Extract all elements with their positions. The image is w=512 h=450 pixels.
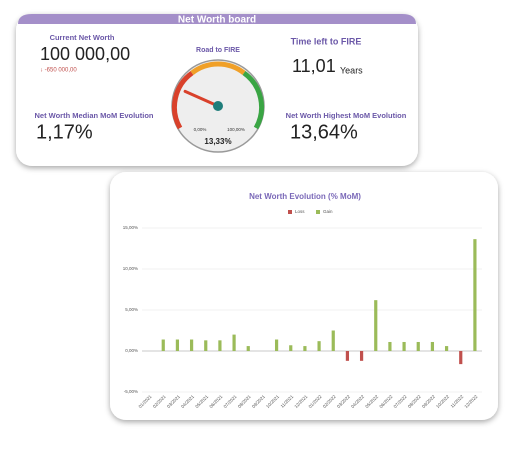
kpi-value: 11,01	[292, 56, 336, 76]
bar	[473, 239, 477, 351]
kpi-value: 100 000,00	[40, 44, 130, 64]
bar	[218, 340, 222, 351]
bar	[444, 346, 449, 351]
bar	[303, 346, 307, 351]
legend-swatch	[288, 210, 292, 214]
board-header	[18, 14, 416, 24]
bar	[331, 330, 335, 351]
kpi-label: Net Worth Median MoM Evolution	[34, 111, 153, 120]
y-tick-label: -5,00%	[124, 389, 138, 394]
bar	[175, 339, 180, 351]
y-tick-label: 5,00%	[125, 307, 138, 312]
bar	[274, 339, 279, 351]
legend-swatch	[316, 210, 320, 214]
y-tick-label: 0,00%	[125, 348, 138, 353]
bar	[402, 341, 406, 351]
kpi-value: 13,64%	[290, 121, 358, 143]
bar	[345, 351, 350, 361]
bar	[317, 341, 321, 351]
kpi-label: Time left to FIRE	[291, 36, 362, 46]
gauge-hub	[213, 101, 223, 111]
bar	[246, 346, 250, 351]
gauge-title: Road to FIRE	[196, 47, 240, 54]
kpi-unit: Years	[340, 65, 363, 75]
gauge-min: 0,00%	[194, 127, 207, 132]
bar	[388, 341, 392, 351]
kpi-change: ↓ -650 000,00	[40, 68, 77, 74]
bar	[359, 351, 364, 361]
legend-label: Gain	[323, 209, 333, 214]
bar	[232, 334, 236, 351]
gauge: 0,00% 100,00% 13,33%	[171, 59, 265, 153]
board-title: Net Worth board	[178, 15, 256, 26]
gauge-needle	[183, 89, 220, 108]
bar	[161, 339, 165, 351]
kpi-value: 1,17%	[36, 121, 93, 143]
y-tick-label: 15,00%	[123, 225, 138, 230]
kpi-label: Current Net Worth	[50, 33, 115, 42]
bar	[374, 300, 378, 351]
bar	[459, 351, 463, 365]
chart-title: Net Worth Evolution (% MoM)	[249, 192, 361, 201]
gauge-value: 13,33%	[204, 137, 231, 146]
y-tick-label: 10,00%	[123, 266, 138, 271]
gauge-band	[190, 61, 246, 76]
bar	[204, 340, 208, 351]
chart-card	[110, 172, 498, 420]
bar	[430, 341, 435, 351]
bar	[289, 345, 293, 351]
gauge-band	[171, 70, 194, 130]
legend-label: Loss	[295, 209, 305, 214]
bar	[189, 339, 194, 351]
gauge-band	[242, 70, 265, 130]
gauge-max: 100,00%	[227, 127, 245, 132]
kpi-label: Net Worth Highest MoM Evolution	[286, 111, 407, 120]
bar	[416, 341, 420, 351]
